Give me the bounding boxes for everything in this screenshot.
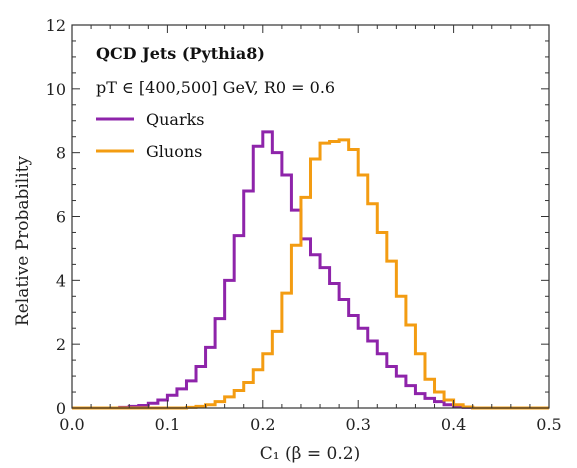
y-tick-label: 2 xyxy=(56,335,66,354)
y-tick-label: 6 xyxy=(56,208,66,227)
y-tick-label: 0 xyxy=(56,399,66,418)
x-tick-label: 0.0 xyxy=(59,415,84,434)
y-tick-label: 4 xyxy=(56,271,66,290)
x-tick-label: 0.4 xyxy=(441,415,466,434)
x-tick-label: 0.3 xyxy=(345,415,370,434)
y-tick-label: 12 xyxy=(46,16,66,35)
x-tick-label: 0.5 xyxy=(536,415,561,434)
legend: Quarks Gluons xyxy=(96,110,205,161)
legend-label-gluons: Gluons xyxy=(146,142,202,161)
x-tick-label: 0.1 xyxy=(155,415,180,434)
y-tick-label: 8 xyxy=(56,144,66,163)
x-tick-label: 0.2 xyxy=(250,415,275,434)
series-line-gluons xyxy=(72,138,549,410)
legend-label-quarks: Quarks xyxy=(146,110,205,129)
series-layer xyxy=(72,130,549,410)
kinematics-annotation: pT ∈ [400,500] GeV, R0 = 0.6 xyxy=(96,78,335,97)
y-axis-title: Relative Probability xyxy=(13,155,33,326)
y-tick-label: 10 xyxy=(46,80,66,99)
ticks-layer: 0.0 0.1 0.2 0.3 0.4 0.5 0 2 4 6 8 10 12 xyxy=(46,16,562,434)
x-axis-title: C₁ (β = 0.2) xyxy=(260,444,360,464)
heading-annotation: QCD Jets (Pythia8) xyxy=(96,44,265,63)
